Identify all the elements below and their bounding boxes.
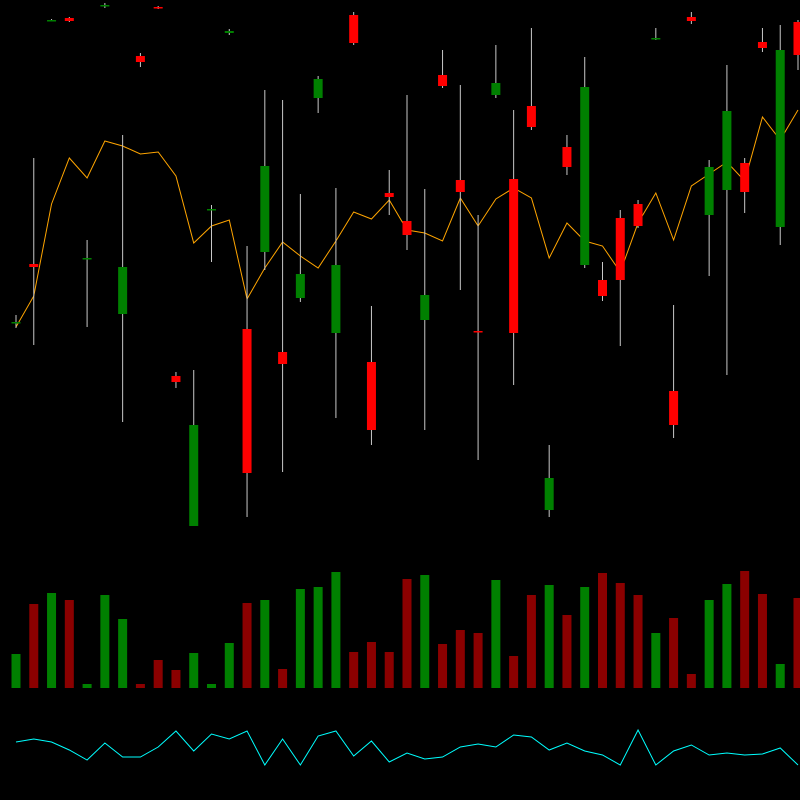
candle-body	[64, 18, 74, 21]
volume-bar	[402, 579, 412, 688]
volume-bar	[580, 587, 590, 688]
candle-body	[793, 22, 800, 55]
candle-body	[242, 329, 252, 473]
candle-body	[313, 79, 323, 98]
candle-body	[526, 106, 536, 127]
volume-bar	[384, 652, 394, 688]
candle-body	[207, 209, 216, 211]
volume-bar	[562, 615, 572, 688]
volume-bar	[757, 594, 767, 688]
candle-body	[260, 166, 270, 252]
volume-bar	[207, 684, 216, 688]
candle-body	[651, 38, 661, 40]
candle-body	[100, 5, 110, 7]
candle-body	[438, 75, 448, 86]
candle-body	[669, 391, 679, 425]
candle-body	[224, 31, 234, 33]
candle-body	[633, 204, 643, 226]
candle-body	[189, 425, 199, 526]
candle-body	[402, 221, 412, 235]
volume-bar	[704, 600, 714, 688]
candle-body	[153, 7, 163, 9]
candle-body	[455, 180, 465, 192]
volume-bar	[313, 587, 323, 688]
candle-body	[135, 56, 145, 62]
candle-body	[775, 50, 785, 227]
volume-bar	[455, 630, 465, 688]
candle-body	[722, 111, 732, 190]
volume-bar	[29, 604, 39, 688]
volume-bar	[438, 644, 448, 688]
candle-body	[171, 376, 181, 382]
candle-body	[473, 331, 483, 333]
candle-body	[384, 193, 394, 197]
volume-bar	[349, 652, 359, 688]
volume-bar	[189, 653, 199, 688]
volume-bar	[11, 654, 21, 688]
candle-body	[47, 20, 57, 22]
volume-bar	[135, 684, 145, 688]
candle-body	[82, 258, 92, 260]
volume-bar	[331, 572, 341, 688]
candle-body	[704, 167, 714, 215]
candle-body	[349, 15, 359, 43]
volume-bar	[153, 660, 163, 688]
candle-body	[598, 280, 607, 296]
volume-bar	[651, 633, 661, 688]
candle-body	[544, 478, 554, 510]
candle-body	[420, 295, 430, 320]
volume-bar	[82, 684, 92, 688]
volume-bar	[615, 583, 625, 688]
volume-bar	[509, 656, 519, 688]
candle-body	[686, 17, 696, 21]
volume-bar	[598, 573, 607, 688]
volume-bar	[420, 575, 430, 688]
volume-bar	[224, 643, 234, 688]
volume-bar	[722, 584, 732, 688]
volume-bar	[64, 600, 74, 688]
candle-body	[740, 163, 750, 192]
candle-body	[29, 264, 39, 267]
volume-bar	[295, 589, 305, 688]
candle-body	[580, 87, 590, 265]
volume-bar	[740, 571, 750, 688]
candle-body	[615, 218, 625, 280]
volume-bar	[775, 664, 785, 688]
candle-body	[331, 265, 341, 333]
candle-body	[11, 322, 21, 324]
volume-bar	[633, 595, 643, 688]
candle-body	[509, 179, 519, 333]
candle-body	[366, 362, 376, 430]
volume-bar	[278, 669, 288, 688]
candle-body	[757, 42, 767, 48]
volume-bar	[669, 618, 679, 688]
volume-bar	[118, 619, 128, 688]
volume-bar	[686, 674, 696, 688]
volume-bar	[366, 642, 376, 688]
volume-bar	[47, 593, 57, 688]
volume-bar	[260, 600, 270, 688]
volume-bar	[473, 633, 483, 688]
candle-body	[295, 274, 305, 298]
candle-body	[118, 267, 128, 314]
candle-body	[491, 83, 501, 95]
volume-bar	[491, 580, 501, 688]
candle-body	[278, 352, 288, 364]
candle-body	[562, 147, 572, 167]
indicator-line	[15, 728, 799, 766]
volume-bar	[171, 670, 181, 688]
volume-bar	[526, 595, 536, 688]
volume-bar	[242, 603, 252, 688]
volume-bar	[544, 585, 554, 688]
volume-bar	[100, 595, 110, 688]
volume-bar	[793, 598, 800, 688]
